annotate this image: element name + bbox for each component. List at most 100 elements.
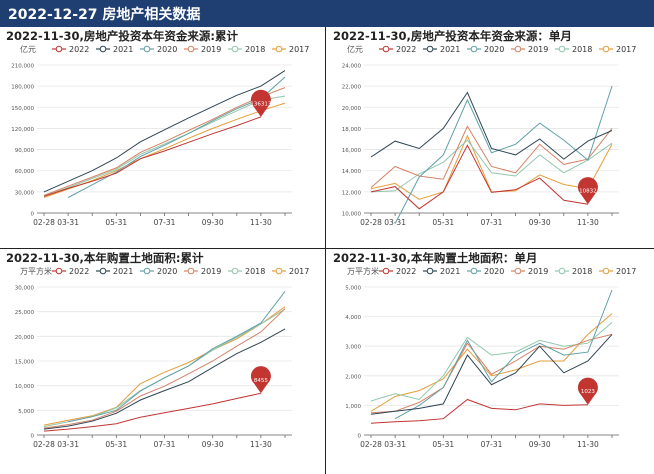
series-line-2017 bbox=[43, 306, 286, 426]
series-line-2019 bbox=[43, 308, 286, 429]
series-line-2018 bbox=[43, 95, 286, 197]
series-line-2022 bbox=[370, 398, 588, 424]
legend-label: 2017 bbox=[616, 45, 636, 54]
legend-dot-2022 bbox=[55, 45, 63, 53]
legend-label: 2018 bbox=[245, 45, 265, 54]
legend-label: 2022 bbox=[69, 267, 89, 276]
chart-svg: 万平方米 2022 2021 2020 2019 2018 2017 0 1,000 2,000 3… bbox=[345, 266, 636, 449]
x-tick-label: 03-31 bbox=[57, 218, 79, 227]
x-tick-label: 07-31 bbox=[154, 440, 176, 449]
legend-dot-2022 bbox=[55, 267, 63, 275]
series-line-2020 bbox=[67, 291, 286, 423]
y-tick-label: 60,000 bbox=[15, 169, 35, 175]
x-tick-label: 09-30 bbox=[202, 218, 224, 227]
series-line-2018 bbox=[370, 322, 613, 402]
legend-dot-2017 bbox=[275, 45, 283, 53]
series-line-2018 bbox=[43, 308, 286, 428]
x-tick-label: 11-30 bbox=[250, 218, 272, 227]
y-tick-label: 0 bbox=[358, 434, 362, 440]
y-tick-label: 30,000 bbox=[15, 190, 35, 196]
legend-dot-2020 bbox=[143, 45, 151, 53]
x-tick-label: 11-30 bbox=[250, 440, 272, 449]
x-tick-label: 02-28 bbox=[33, 218, 55, 227]
legend-label: 2020 bbox=[157, 267, 177, 276]
chart-title: 2022-11-30,房地产投资本年资金来源:累计 bbox=[6, 29, 239, 43]
series-line-2020 bbox=[67, 76, 286, 198]
series-line-2017 bbox=[370, 313, 613, 412]
legend-dot-2021 bbox=[426, 267, 434, 275]
axis-unit-label: 亿元 bbox=[20, 44, 36, 54]
legend-dot-2019 bbox=[187, 45, 195, 53]
legend-label: 2020 bbox=[484, 267, 504, 276]
legend-dot-2017 bbox=[602, 45, 610, 53]
vertical-divider bbox=[325, 27, 326, 474]
axis-unit-label: 亿元 bbox=[347, 44, 363, 54]
legend-dot-2022 bbox=[382, 267, 390, 275]
x-tick-label: 07-31 bbox=[481, 440, 503, 449]
y-tick-label: 14,000 bbox=[342, 169, 362, 175]
legend-label: 2019 bbox=[528, 45, 548, 54]
x-tick-label: 02-28 bbox=[33, 440, 55, 449]
y-tick-label: 5,000 bbox=[345, 286, 361, 292]
y-tick-label: 0 bbox=[31, 212, 35, 218]
series-line-2021 bbox=[43, 70, 286, 193]
legend-label: 2020 bbox=[157, 45, 177, 54]
x-tick-label: 07-31 bbox=[154, 218, 176, 227]
report-header: 2022-12-27 房地产相关数据 bbox=[0, 0, 654, 27]
marker-pin bbox=[250, 366, 271, 394]
legend-label: 2017 bbox=[616, 267, 636, 276]
series-line-2022 bbox=[43, 116, 262, 197]
chart-panel-land-monthly: 2022-11-30,本年购置土地面积：单月 万平方米 2022 2021 2020 2… bbox=[327, 249, 652, 471]
chart-panel-funding-monthly: 2022-11-30,房地产投资本年资金来源：单月 亿元 2022 2021 2020… bbox=[327, 27, 652, 249]
legend-dot-2018 bbox=[231, 45, 239, 53]
legend-dot-2018 bbox=[558, 267, 566, 275]
y-tick-label: 1,000 bbox=[345, 404, 361, 410]
series-line-2021 bbox=[370, 334, 613, 415]
legend-dot-2018 bbox=[558, 45, 566, 53]
legend-label: 2020 bbox=[484, 45, 504, 54]
legend-label: 2018 bbox=[572, 267, 592, 276]
y-tick-label: 25,000 bbox=[15, 310, 35, 316]
series-line-2021 bbox=[370, 91, 613, 160]
series-line-2017 bbox=[370, 134, 613, 200]
x-tick-label: 09-30 bbox=[202, 440, 224, 449]
horizontal-divider bbox=[0, 248, 654, 249]
legend-dot-2020 bbox=[470, 45, 478, 53]
y-tick-label: 3,000 bbox=[345, 345, 361, 351]
y-tick-label: 210,000 bbox=[11, 64, 34, 70]
chart-panel-land-cumulative: 2022-11-30,本年购置土地面积:累计 万平方米 2022 2021 2020 2… bbox=[0, 249, 325, 471]
chart-title: 2022-11-30,本年购置土地面积:累计 bbox=[6, 251, 204, 265]
y-tick-label: 150,000 bbox=[11, 106, 34, 112]
legend-dot-2021 bbox=[99, 267, 107, 275]
legend-label: 2021 bbox=[113, 267, 133, 276]
legend-dot-2017 bbox=[275, 267, 283, 275]
legend-dot-2021 bbox=[99, 45, 107, 53]
chart-title: 2022-11-30,本年购置土地面积：单月 bbox=[333, 251, 538, 265]
y-tick-label: 5,000 bbox=[18, 409, 34, 415]
y-tick-label: 16,000 bbox=[342, 148, 362, 154]
x-tick-label: 03-31 bbox=[57, 440, 79, 449]
marker-value: 8455 bbox=[254, 378, 268, 384]
x-tick-label: 05-31 bbox=[432, 440, 454, 449]
series-line-2019 bbox=[370, 333, 613, 414]
y-tick-label: 4,000 bbox=[345, 315, 361, 321]
x-tick-label: 02-28 bbox=[360, 218, 382, 227]
y-tick-label: 90,000 bbox=[15, 148, 35, 154]
legend-dot-2019 bbox=[514, 267, 522, 275]
y-tick-label: 10,000 bbox=[15, 384, 35, 390]
legend-label: 2021 bbox=[440, 45, 460, 54]
chart-panel-funding-cumulative: 2022-11-30,房地产投资本年资金来源:累计 亿元 2022 2021 2020… bbox=[0, 27, 325, 249]
y-tick-label: 30,000 bbox=[15, 286, 35, 292]
y-tick-label: 22,000 bbox=[342, 85, 362, 91]
y-tick-label: 15,000 bbox=[15, 360, 35, 366]
report-title: 2022-12-27 房地产相关数据 bbox=[8, 7, 201, 23]
series-line-2021 bbox=[43, 328, 286, 430]
legend-dot-2019 bbox=[187, 267, 195, 275]
legend-label: 2022 bbox=[396, 267, 416, 276]
legend-label: 2019 bbox=[528, 267, 548, 276]
legend-label: 2018 bbox=[245, 267, 265, 276]
x-tick-label: 09-30 bbox=[529, 440, 551, 449]
series-line-2022 bbox=[43, 392, 262, 432]
x-tick-label: 02-28 bbox=[360, 440, 382, 449]
chart-svg: 万平方米 2022 2021 2020 2019 2018 2017 0 5,000 10,000… bbox=[15, 266, 310, 449]
